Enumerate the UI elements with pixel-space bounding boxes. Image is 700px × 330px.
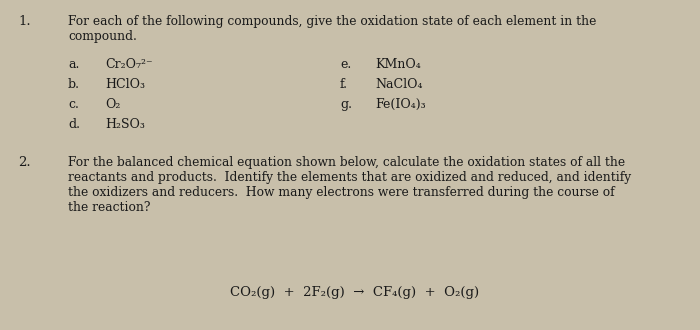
Text: compound.: compound.	[68, 30, 137, 43]
Text: f.: f.	[340, 78, 348, 91]
Text: For the balanced chemical equation shown below, calculate the oxidation states o: For the balanced chemical equation shown…	[68, 156, 625, 169]
Text: e.: e.	[340, 58, 351, 71]
Text: a.: a.	[68, 58, 79, 71]
Text: 2.: 2.	[18, 156, 31, 169]
Text: O₂: O₂	[105, 98, 120, 111]
Text: NaClO₄: NaClO₄	[375, 78, 423, 91]
Text: Cr₂O₇²⁻: Cr₂O₇²⁻	[105, 58, 153, 71]
Text: Fe(IO₄)₃: Fe(IO₄)₃	[375, 98, 426, 111]
Text: b.: b.	[68, 78, 80, 91]
Text: g.: g.	[340, 98, 352, 111]
Text: the reaction?: the reaction?	[68, 201, 150, 214]
Text: HClO₃: HClO₃	[105, 78, 145, 91]
Text: CO₂(g)  +  2F₂(g)  →  CF₄(g)  +  O₂(g): CO₂(g) + 2F₂(g) → CF₄(g) + O₂(g)	[230, 286, 479, 299]
Text: d.: d.	[68, 118, 80, 131]
Text: c.: c.	[68, 98, 79, 111]
Text: For each of the following compounds, give the oxidation state of each element in: For each of the following compounds, giv…	[68, 15, 596, 28]
Text: reactants and products.  Identify the elements that are oxidized and reduced, an: reactants and products. Identify the ele…	[68, 171, 631, 184]
Text: 1.: 1.	[18, 15, 31, 28]
Text: H₂SO₃: H₂SO₃	[105, 118, 145, 131]
Text: KMnO₄: KMnO₄	[375, 58, 421, 71]
Text: the oxidizers and reducers.  How many electrons were transferred during the cour: the oxidizers and reducers. How many ele…	[68, 186, 615, 199]
